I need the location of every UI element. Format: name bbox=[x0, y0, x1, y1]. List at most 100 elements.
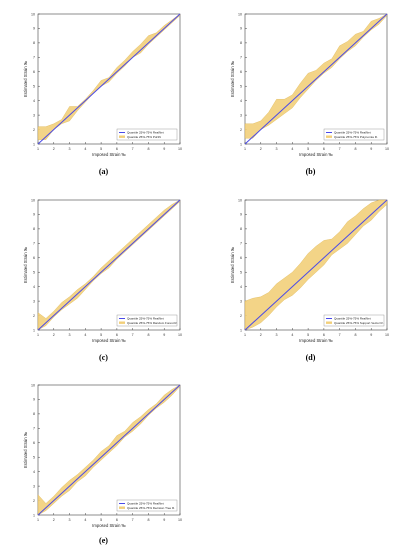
chart-b: 1 2 3 4 5 6 7 8 9 10 1 2 3 4 5 6 7 8 9 10 Imposed Strain ‰ Es… bbox=[230, 12, 389, 157]
y-tick-label: 5 bbox=[240, 85, 242, 89]
y-tick-label: 8 bbox=[33, 227, 35, 231]
x-tick-label: 5 bbox=[307, 147, 309, 151]
y-tick-label: 1 bbox=[33, 513, 35, 517]
y-tick-label: 3 bbox=[33, 113, 35, 117]
y-tick-label: 3 bbox=[33, 484, 35, 488]
x-tick-label: 2 bbox=[53, 518, 55, 522]
x-tick-label: 10 bbox=[178, 147, 182, 151]
y-tick-label: 6 bbox=[240, 70, 242, 74]
y-axis-label: Estimated Strain ‰ bbox=[23, 246, 28, 283]
x-tick-label: 5 bbox=[100, 147, 102, 151]
realnet-line bbox=[244, 199, 388, 331]
y-tick-label: 3 bbox=[240, 113, 242, 117]
x-tick-label: 9 bbox=[163, 147, 165, 151]
y-tick-label: 1 bbox=[240, 142, 242, 146]
chart-e: 1 2 3 4 5 6 7 8 9 10 1 2 3 4 5 6 7 8 9 10 Imposed Strain ‰ Es… bbox=[23, 383, 182, 528]
y-tick-label: 9 bbox=[33, 398, 35, 402]
y-axis-label: Estimated Strain ‰ bbox=[23, 431, 28, 468]
y-tick-label: 5 bbox=[240, 271, 242, 275]
y-tick-label: 1 bbox=[240, 328, 242, 332]
realnet-line bbox=[244, 13, 388, 145]
legend-box bbox=[116, 314, 178, 327]
x-tick-label: 8 bbox=[147, 147, 149, 151]
x-tick-label: 2 bbox=[260, 147, 262, 151]
y-tick-label: 8 bbox=[33, 41, 35, 45]
panel-label-a: (a) bbox=[98, 167, 109, 176]
y-axis-label: Estimated Strain ‰ bbox=[230, 60, 235, 97]
y-tick-label: 2 bbox=[33, 128, 35, 132]
panel-b: 1 2 3 4 5 6 7 8 9 10 1 2 3 4 5 6 7 8 9 10 Imposed Strain ‰ Es… bbox=[207, 0, 414, 182]
x-tick-label: 1 bbox=[244, 333, 246, 337]
y-tick-label: 1 bbox=[33, 142, 35, 146]
y-tick-label: 8 bbox=[240, 41, 242, 45]
legend-label-realnet: Quantile 25%-75% RealNet bbox=[127, 317, 164, 321]
x-tick-label: 3 bbox=[69, 333, 71, 337]
y-tick-label: 9 bbox=[33, 213, 35, 217]
legend-swatch-band bbox=[119, 321, 125, 324]
x-tick-label: 7 bbox=[132, 147, 134, 151]
x-tick-label: 1 bbox=[37, 518, 39, 522]
y-tick-label: 10 bbox=[31, 198, 35, 202]
chart-c: 1 2 3 4 5 6 7 8 9 10 1 2 3 4 5 6 7 8 9 10 Imposed Strain ‰ Es… bbox=[23, 198, 182, 343]
y-tick-label: 10 bbox=[31, 383, 35, 387]
panel-a: 1 2 3 4 5 6 7 8 9 10 1 2 3 4 5 6 7 8 9 10 Imposed Strain ‰ Es… bbox=[0, 0, 207, 182]
x-tick-label: 3 bbox=[276, 333, 278, 337]
legend-label-band: Quantile 25%-75% Random Forest R. bbox=[127, 321, 178, 325]
legend-swatch-band bbox=[326, 321, 332, 324]
x-tick-label: 5 bbox=[100, 518, 102, 522]
x-tick-label: 10 bbox=[385, 333, 389, 337]
y-tick-label: 3 bbox=[240, 299, 242, 303]
legend-swatch-band bbox=[119, 506, 125, 509]
legend-box bbox=[323, 314, 385, 327]
x-tick-label: 1 bbox=[37, 147, 39, 151]
x-tick-label: 7 bbox=[132, 333, 134, 337]
x-tick-label: 7 bbox=[339, 333, 341, 337]
x-tick-label: 3 bbox=[69, 147, 71, 151]
x-tick-label: 5 bbox=[307, 333, 309, 337]
y-tick-label: 6 bbox=[33, 256, 35, 260]
panel-label-d: (d) bbox=[305, 353, 316, 362]
legend-label-realnet: Quantile 25%-75% RealNet bbox=[127, 131, 164, 135]
y-tick-label: 7 bbox=[240, 56, 242, 60]
x-tick-label: 10 bbox=[178, 518, 182, 522]
y-axis-label: Estimated Strain ‰ bbox=[23, 60, 28, 97]
y-axis-label: Estimated Strain ‰ bbox=[230, 246, 235, 283]
quantile-band bbox=[37, 13, 181, 140]
x-tick-label: 2 bbox=[53, 333, 55, 337]
x-tick-label: 9 bbox=[370, 333, 372, 337]
x-tick-label: 4 bbox=[291, 333, 293, 337]
y-tick-label: 7 bbox=[33, 242, 35, 246]
x-tick-label: 8 bbox=[354, 333, 356, 337]
y-tick-label: 2 bbox=[240, 128, 242, 132]
legend-label-band: Quantile 25%-75% Polynomia R. bbox=[334, 135, 378, 139]
y-tick-label: 6 bbox=[33, 441, 35, 445]
quantile-band bbox=[244, 13, 388, 139]
x-axis-label: Imposed Strain ‰ bbox=[92, 338, 126, 343]
x-tick-label: 8 bbox=[354, 147, 356, 151]
y-tick-label: 3 bbox=[33, 299, 35, 303]
x-tick-label: 10 bbox=[178, 333, 182, 337]
x-tick-label: 1 bbox=[244, 147, 246, 151]
chart-a: 1 2 3 4 5 6 7 8 9 10 1 2 3 4 5 6 7 8 9 10 Imposed Strain ‰ Es… bbox=[23, 12, 182, 157]
x-tick-label: 10 bbox=[385, 147, 389, 151]
panel-c: 1 2 3 4 5 6 7 8 9 10 1 2 3 4 5 6 7 8 9 10 Imposed Strain ‰ Es… bbox=[0, 186, 207, 368]
x-tick-label: 1 bbox=[37, 333, 39, 337]
y-tick-label: 1 bbox=[33, 328, 35, 332]
y-tick-label: 9 bbox=[240, 213, 242, 217]
x-tick-label: 6 bbox=[323, 147, 325, 151]
x-tick-label: 8 bbox=[147, 518, 149, 522]
y-tick-label: 10 bbox=[31, 12, 35, 16]
x-tick-label: 4 bbox=[84, 333, 86, 337]
y-tick-label: 5 bbox=[33, 456, 35, 460]
chart-d: 1 2 3 4 5 6 7 8 9 10 1 2 3 4 5 6 7 8 9 10 Imposed Strain ‰ Es… bbox=[230, 198, 389, 343]
panel-e: 1 2 3 4 5 6 7 8 9 10 1 2 3 4 5 6 7 8 9 10 Imposed Strain ‰ Es… bbox=[0, 371, 207, 550]
x-tick-label: 6 bbox=[116, 333, 118, 337]
realnet-line bbox=[37, 199, 181, 331]
y-tick-label: 2 bbox=[240, 314, 242, 318]
x-tick-label: 6 bbox=[116, 147, 118, 151]
x-axis-label: Imposed Strain ‰ bbox=[299, 338, 333, 343]
realnet-line bbox=[37, 13, 181, 145]
y-tick-label: 7 bbox=[33, 56, 35, 60]
